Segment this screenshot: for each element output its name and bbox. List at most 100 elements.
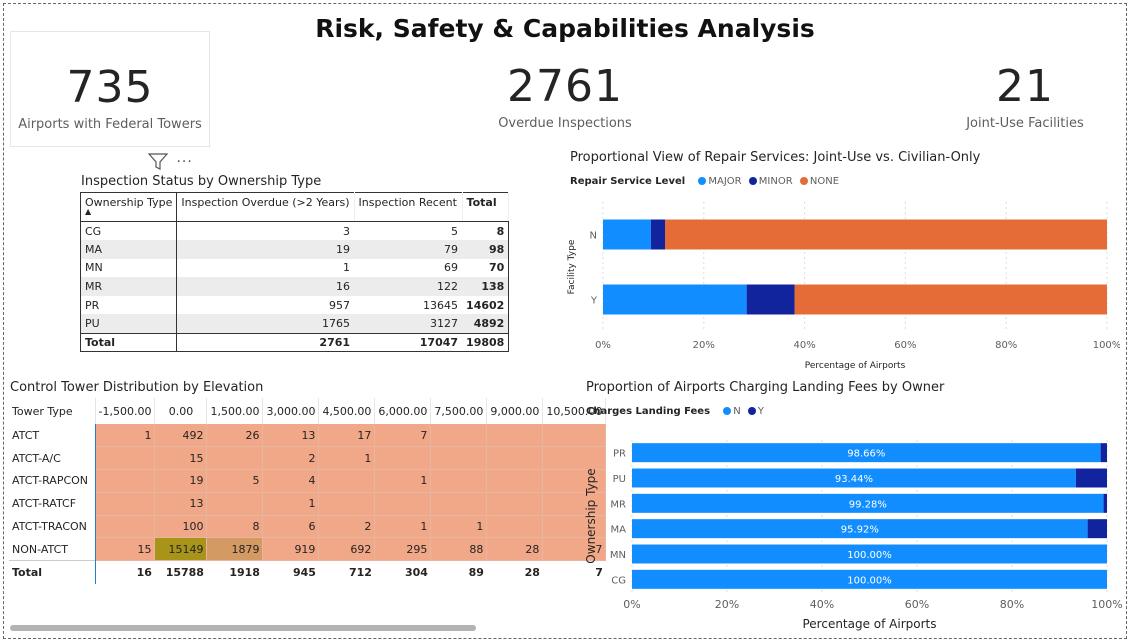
y-tick-label: MN (610, 550, 626, 561)
legend-item-n[interactable]: N (733, 406, 741, 417)
total-cell: 16 (95, 560, 155, 584)
bar-segment[interactable] (1100, 443, 1107, 463)
matrix-row[interactable]: ATCT-TRACON 100 8 6 2 1 1 (9, 515, 607, 539)
legend-item-none[interactable]: NONE (809, 176, 840, 187)
kpi-card-joint-use[interactable]: 21 Joint-Use Facilities (940, 61, 1110, 131)
matrix-cell (486, 469, 544, 493)
matrix-cell: 15 (95, 537, 156, 562)
matrix-row[interactable]: NON-ATCT 15 15149 1879 919 692 295 88 28 7 (9, 537, 607, 562)
matrix-cell: 13 (262, 424, 320, 448)
matrix-cell (542, 492, 607, 516)
column-header-elevation[interactable]: 3,000.00 (262, 398, 320, 424)
bar-segment[interactable] (1103, 493, 1107, 513)
column-header-elevation[interactable]: 7,500.00 (430, 398, 488, 424)
legend-title: Charges Landing Fees (586, 406, 711, 417)
landing-fees-chart-title: Proportion of Airports Charging Landing … (586, 380, 945, 395)
bar-segment[interactable] (603, 284, 747, 315)
x-tick-label: 20% (715, 598, 739, 611)
column-header-elevation[interactable]: 9,000.00 (486, 398, 544, 424)
matrix-cell: 2 (318, 515, 376, 539)
x-tick-label: 40% (810, 598, 834, 611)
bar-segment[interactable] (1075, 468, 1107, 488)
kpi-card-overdue-inspections[interactable]: 2761 Overdue Inspections (470, 61, 660, 131)
y-tick-label: MR (610, 499, 626, 510)
row-label: ATCT-RAPCON (9, 469, 96, 493)
legend-marker-minor (748, 177, 757, 185)
bar-segment[interactable] (1087, 519, 1107, 539)
column-header-ownership[interactable]: Ownership Type ▲ (80, 192, 178, 222)
table-row[interactable]: MN 1 69 70 (80, 258, 509, 278)
matrix-cell: 15149 (154, 537, 208, 562)
bar-segment[interactable] (632, 443, 1101, 463)
table-cell: 98 (462, 240, 509, 259)
column-header-elevation[interactable]: 6,000.00 (374, 398, 432, 424)
row-label: PU (80, 314, 178, 334)
column-header-elevation[interactable]: 0.00 (154, 398, 208, 424)
legend-item-y[interactable]: Y (757, 406, 765, 417)
table-cell: 8 (496, 224, 505, 238)
table-row[interactable]: MA 19 79 98 (80, 240, 509, 259)
bar-segment[interactable] (603, 219, 651, 250)
column-header-total[interactable]: Total (462, 192, 510, 222)
table-row[interactable]: PR 957 13645 14602 (80, 295, 509, 315)
kpi-value: 21 (996, 61, 1054, 112)
column-header-tower-type[interactable]: Tower Type (9, 398, 96, 424)
matrix-row[interactable]: ATCT-RAPCON 19 5 4 1 (9, 469, 607, 493)
matrix-cell: 7 (374, 424, 432, 448)
kpi-label: Overdue Inspections (498, 116, 632, 131)
data-label: 100.00% (847, 550, 892, 561)
matrix-row[interactable]: ATCT 1 492 26 13 17 7 (9, 424, 607, 448)
matrix-cell (318, 492, 376, 516)
kpi-card-federal-towers[interactable]: 735 Airports with Federal Towers (10, 31, 210, 147)
column-header-elevation[interactable]: -1,500.00 (95, 398, 156, 424)
total-cell: 2761 (176, 332, 355, 352)
bar-segment[interactable] (632, 544, 1107, 564)
legend-item-minor[interactable]: MINOR (758, 176, 793, 187)
x-tick-label: 80% (995, 340, 1017, 351)
matrix-row[interactable]: ATCT-A/C 15 2 1 (9, 446, 607, 471)
matrix-cell: 6 (262, 515, 320, 539)
column-header-elevation[interactable]: 10,500.00 (542, 398, 607, 424)
row-label: ATCT-TRACON (9, 515, 96, 538)
total-label: Total (80, 332, 178, 352)
table-row[interactable]: PU 1765 3127 4892 (80, 314, 509, 334)
total-label: Total (9, 560, 96, 584)
report-canvas (3, 3, 1127, 639)
x-tick-label: 40% (793, 340, 815, 351)
bar-segment[interactable] (632, 468, 1076, 488)
matrix-cell (95, 469, 156, 493)
matrix-cell: 15 (154, 446, 208, 471)
table-cell: 70 (489, 261, 505, 275)
inspection-table: Ownership Type ▲ Inspection Overdue (>2 Y… (80, 192, 510, 353)
column-header-overdue[interactable]: Inspection Overdue (>2 Years) (176, 192, 355, 222)
x-tick-label: 100% (1091, 598, 1122, 611)
data-label: 95.92% (841, 525, 879, 536)
more-options-icon[interactable]: ··· (176, 154, 193, 170)
kpi-label: Airports with Federal Towers (18, 117, 202, 132)
bar-segment[interactable] (632, 569, 1107, 589)
column-header-recent[interactable]: Inspection Recent (354, 192, 463, 222)
bar-segment[interactable] (632, 493, 1104, 513)
matrix-cell (95, 515, 156, 539)
filter-icon[interactable] (147, 153, 169, 171)
bar-segment[interactable] (632, 519, 1088, 539)
matrix-cell: 1 (430, 515, 488, 539)
y-tick-label: MA (611, 525, 627, 536)
matrix-cell: 7 (542, 537, 607, 562)
horizontal-scrollbar[interactable] (10, 625, 476, 631)
table-row[interactable]: MR 16 122 138 (80, 277, 509, 296)
matrix-cell (542, 469, 607, 493)
matrix-cell (430, 469, 488, 493)
bar-segment[interactable] (746, 284, 795, 315)
bar-segment[interactable] (664, 219, 1107, 250)
legend-item-major[interactable]: MAJOR (708, 176, 742, 187)
column-header-elevation[interactable]: 4,500.00 (318, 398, 376, 424)
total-cell: 1918 (206, 560, 263, 584)
data-label: 98.66% (847, 449, 885, 460)
bar-segment[interactable] (650, 219, 665, 250)
column-header-elevation[interactable]: 1,500.00 (206, 398, 264, 424)
bar-segment[interactable] (794, 284, 1107, 315)
y-tick-label: Y (590, 296, 598, 307)
matrix-row[interactable]: ATCT-RATCF 13 1 (9, 492, 607, 516)
table-row[interactable]: CG 3 5 8 (80, 221, 509, 241)
